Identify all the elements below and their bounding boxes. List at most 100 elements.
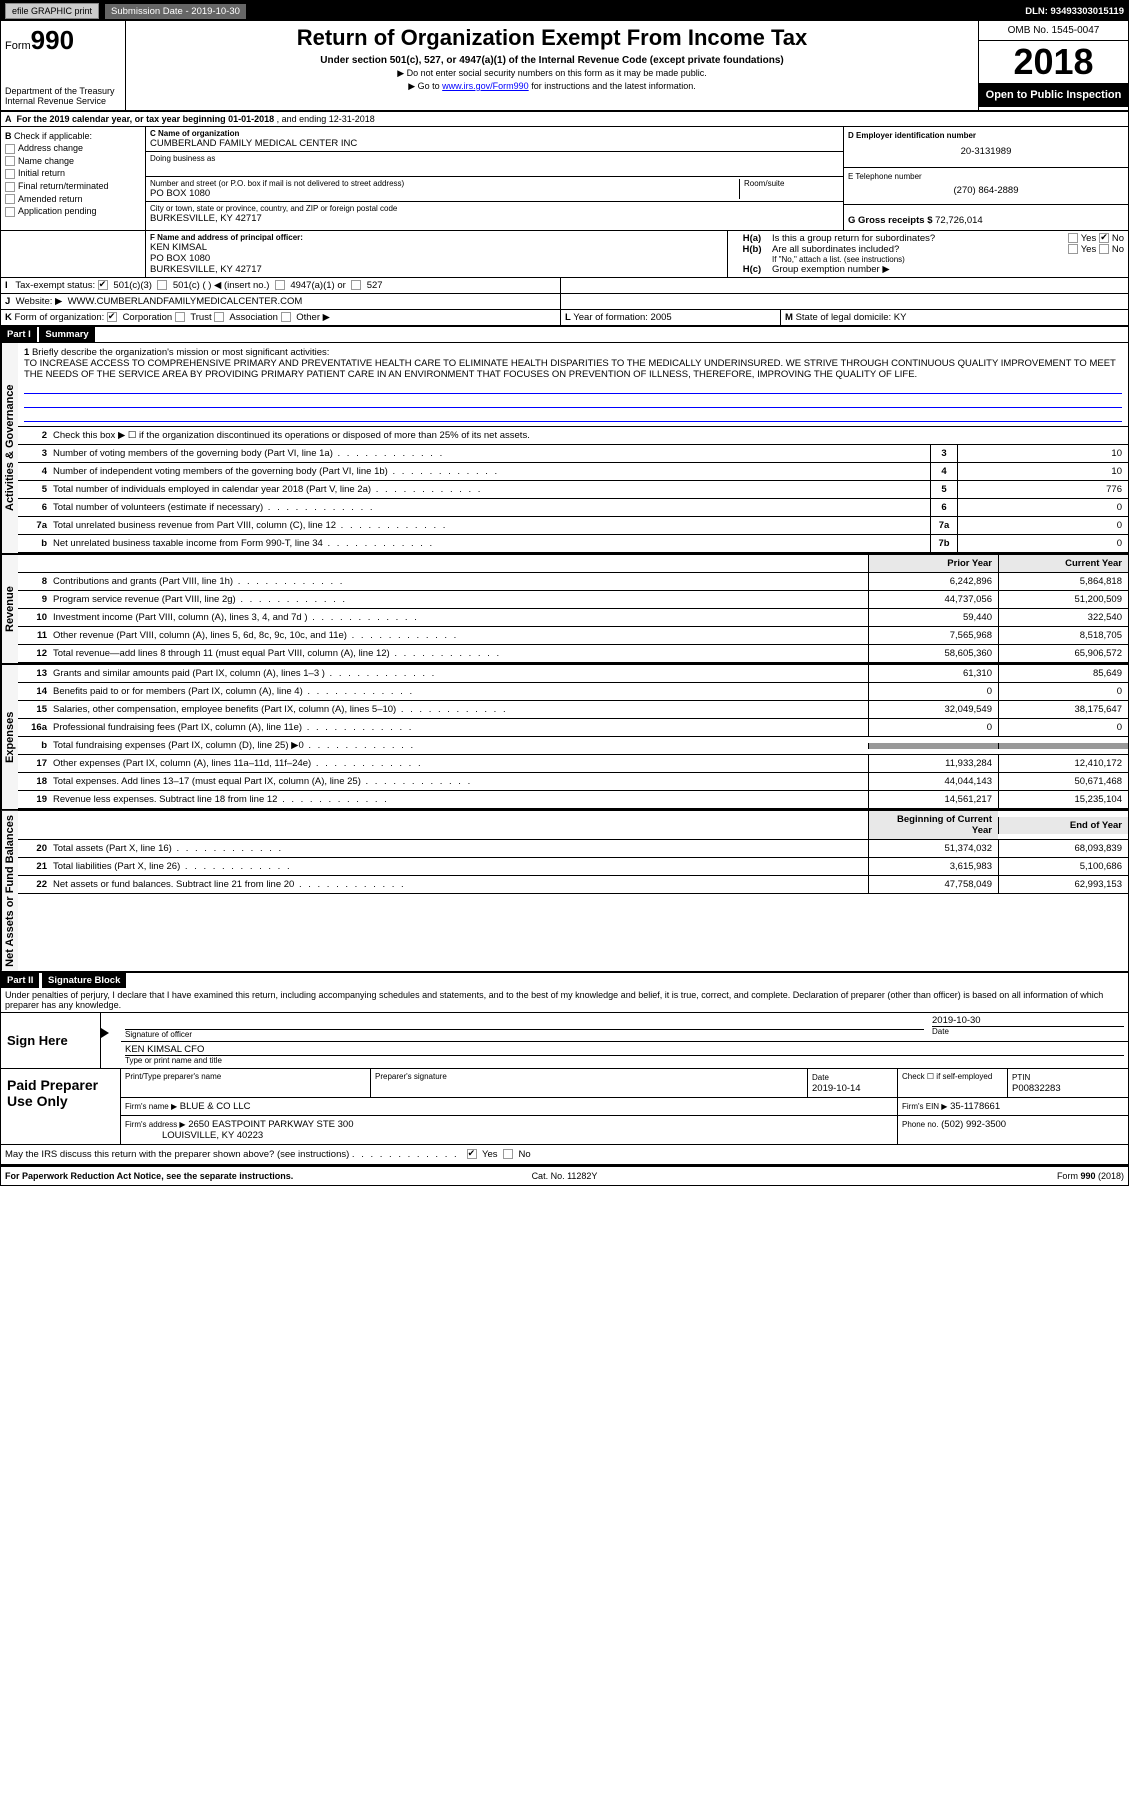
open-public-badge: Open to Public Inspection: [979, 83, 1128, 107]
room-label: Room/suite: [744, 179, 839, 188]
form-990-page: efile GRAPHIC print Submission Date - 20…: [0, 0, 1129, 1186]
opt-501c: 501(c) ( ) ◀ (insert no.): [173, 280, 270, 291]
topbar: efile GRAPHIC print Submission Date - 20…: [1, 1, 1128, 21]
side-expenses: Expenses: [1, 665, 18, 809]
address-change-label: Address change: [18, 143, 83, 153]
box-g-label: G Gross receipts $: [848, 215, 932, 226]
form-footer: Form 990 (2018): [751, 1171, 1124, 1181]
ptin-value: P00832283: [1012, 1083, 1061, 1094]
firm-name-label: Firm's name ▶: [125, 1102, 177, 1111]
dln-number: DLN: 93493303015119: [1025, 6, 1124, 17]
initial-return-label: Initial return: [18, 168, 65, 178]
h-a-label: H(a): [743, 233, 761, 244]
firm-city: LOUISVILLE, KY 40223: [162, 1130, 263, 1141]
prep-date-label: Date: [812, 1073, 829, 1082]
discuss-yes: Yes: [482, 1149, 498, 1160]
hb-yes-checkbox[interactable]: [1068, 244, 1078, 254]
form-header: Form990 Department of the Treasury Inter…: [1, 21, 1128, 112]
box-d-label: D Employer identification number: [848, 131, 976, 140]
name-change-checkbox[interactable]: [5, 156, 15, 166]
501c-checkbox[interactable]: [157, 280, 167, 290]
table-row: 11Other revenue (Part VIII, column (A), …: [18, 627, 1128, 645]
final-return-checkbox[interactable]: [5, 182, 15, 192]
discuss-yes-checkbox[interactable]: [467, 1149, 477, 1159]
table-row: 20Total assets (Part X, line 16)51,374,0…: [18, 840, 1128, 858]
part2-label: Part II: [1, 973, 39, 988]
netassets-section: Net Assets or Fund Balances Beginning of…: [1, 811, 1128, 973]
opt-527: 527: [367, 280, 383, 291]
goto-post: for instructions and the latest informat…: [529, 81, 696, 91]
opt-other: Other ▶: [296, 312, 330, 323]
officer-name: KEN KIMSAL: [150, 242, 723, 253]
name-change-label: Name change: [18, 156, 74, 166]
gov-row: 3Number of voting members of the governi…: [18, 445, 1128, 463]
side-governance: Activities & Governance: [1, 343, 18, 553]
gov-row: 6Total number of volunteers (estimate if…: [18, 499, 1128, 517]
paid-preparer-label: Paid Preparer Use Only: [1, 1069, 121, 1144]
tax-exempt-label: Tax-exempt status:: [15, 280, 95, 291]
application-pending-checkbox[interactable]: [5, 207, 15, 217]
part1-title: Summary: [39, 327, 94, 342]
assoc-checkbox[interactable]: [214, 312, 224, 322]
trust-checkbox[interactable]: [175, 312, 185, 322]
ha-yes-checkbox[interactable]: [1068, 233, 1078, 243]
table-row: 13Grants and similar amounts paid (Part …: [18, 665, 1128, 683]
discuss-no-checkbox[interactable]: [503, 1149, 513, 1159]
application-pending-label: Application pending: [18, 206, 97, 216]
501c3-checkbox[interactable]: [98, 280, 108, 290]
sig-date-label: Date: [932, 1026, 1124, 1036]
form-title: Return of Organization Exempt From Incom…: [136, 25, 968, 51]
part2-title: Signature Block: [42, 973, 126, 988]
4947-checkbox[interactable]: [275, 280, 285, 290]
dept-treasury: Department of the Treasury: [5, 86, 121, 96]
website-label: Website: ▶: [16, 296, 63, 307]
calendar-year-text: For the 2019 calendar year, or tax year …: [17, 114, 275, 124]
corp-checkbox[interactable]: [107, 312, 117, 322]
firm-ein-label: Firm's EIN ▶: [902, 1102, 947, 1111]
firm-name: BLUE & CO LLC: [180, 1101, 251, 1112]
m-label: M: [785, 312, 793, 323]
addr-label: Number and street (or P.O. box if mail i…: [150, 179, 739, 188]
address-change-checkbox[interactable]: [5, 144, 15, 154]
paid-preparer-block: Paid Preparer Use Only Print/Type prepar…: [1, 1069, 1128, 1145]
box-f-label: F Name and address of principal officer:: [150, 233, 303, 242]
527-checkbox[interactable]: [351, 280, 361, 290]
box-c-label: C Name of organization: [150, 129, 839, 138]
table-row: 21Total liabilities (Part X, line 26)3,6…: [18, 858, 1128, 876]
irs-link[interactable]: www.irs.gov/Form990: [442, 81, 529, 91]
table-row: 16aProfessional fundraising fees (Part I…: [18, 719, 1128, 737]
efile-print-button[interactable]: efile GRAPHIC print: [5, 3, 99, 19]
h-b-text: Are all subordinates included?: [772, 244, 1014, 255]
table-row: 9Program service revenue (Part VIII, lin…: [18, 591, 1128, 609]
form-990-label: 990: [31, 25, 74, 55]
omb-number: OMB No. 1545-0047: [979, 21, 1128, 41]
h-a-text: Is this a group return for subordinates?: [772, 233, 1014, 244]
cat-no: Cat. No. 11282Y: [378, 1171, 751, 1181]
triangle-icon: [101, 1028, 109, 1038]
j-label: J: [5, 296, 10, 307]
initial-return-checkbox[interactable]: [5, 169, 15, 179]
opt-corp: Corporation: [123, 312, 173, 323]
expenses-section: Expenses 13Grants and similar amounts pa…: [1, 665, 1128, 811]
gov-row: 5Total number of individuals employed in…: [18, 481, 1128, 499]
line-i-j: I Tax-exempt status: 501(c)(3) 501(c) ( …: [1, 278, 1128, 294]
firm-addr-label: Firm's address ▶: [125, 1120, 186, 1129]
calendar-year-end: , and ending 12-31-2018: [277, 114, 375, 124]
table-row: 15Salaries, other compensation, employee…: [18, 701, 1128, 719]
other-checkbox[interactable]: [281, 312, 291, 322]
goto-note: ▶ Go to www.irs.gov/Form990 for instruct…: [136, 81, 968, 92]
side-netassets: Net Assets or Fund Balances: [1, 811, 18, 971]
gov-row: 4Number of independent voting members of…: [18, 463, 1128, 481]
perjury-text: Under penalties of perjury, I declare th…: [1, 988, 1128, 1013]
hb-no-checkbox[interactable]: [1099, 244, 1109, 254]
h-b-note: If "No," attach a list. (see instruction…: [732, 255, 1124, 264]
prep-date: 2019-10-14: [812, 1083, 861, 1094]
amended-return-checkbox[interactable]: [5, 194, 15, 204]
ha-no-checkbox[interactable]: [1099, 233, 1109, 243]
goto-pre: ▶ Go to: [408, 81, 442, 91]
org-name: CUMBERLAND FAMILY MEDICAL CENTER INC: [150, 138, 839, 149]
form-org-label: Form of organization:: [15, 312, 105, 323]
table-row: bTotal fundraising expenses (Part IX, co…: [18, 737, 1128, 755]
table-row: 19Revenue less expenses. Subtract line 1…: [18, 791, 1128, 809]
ha-no: No: [1112, 233, 1124, 244]
